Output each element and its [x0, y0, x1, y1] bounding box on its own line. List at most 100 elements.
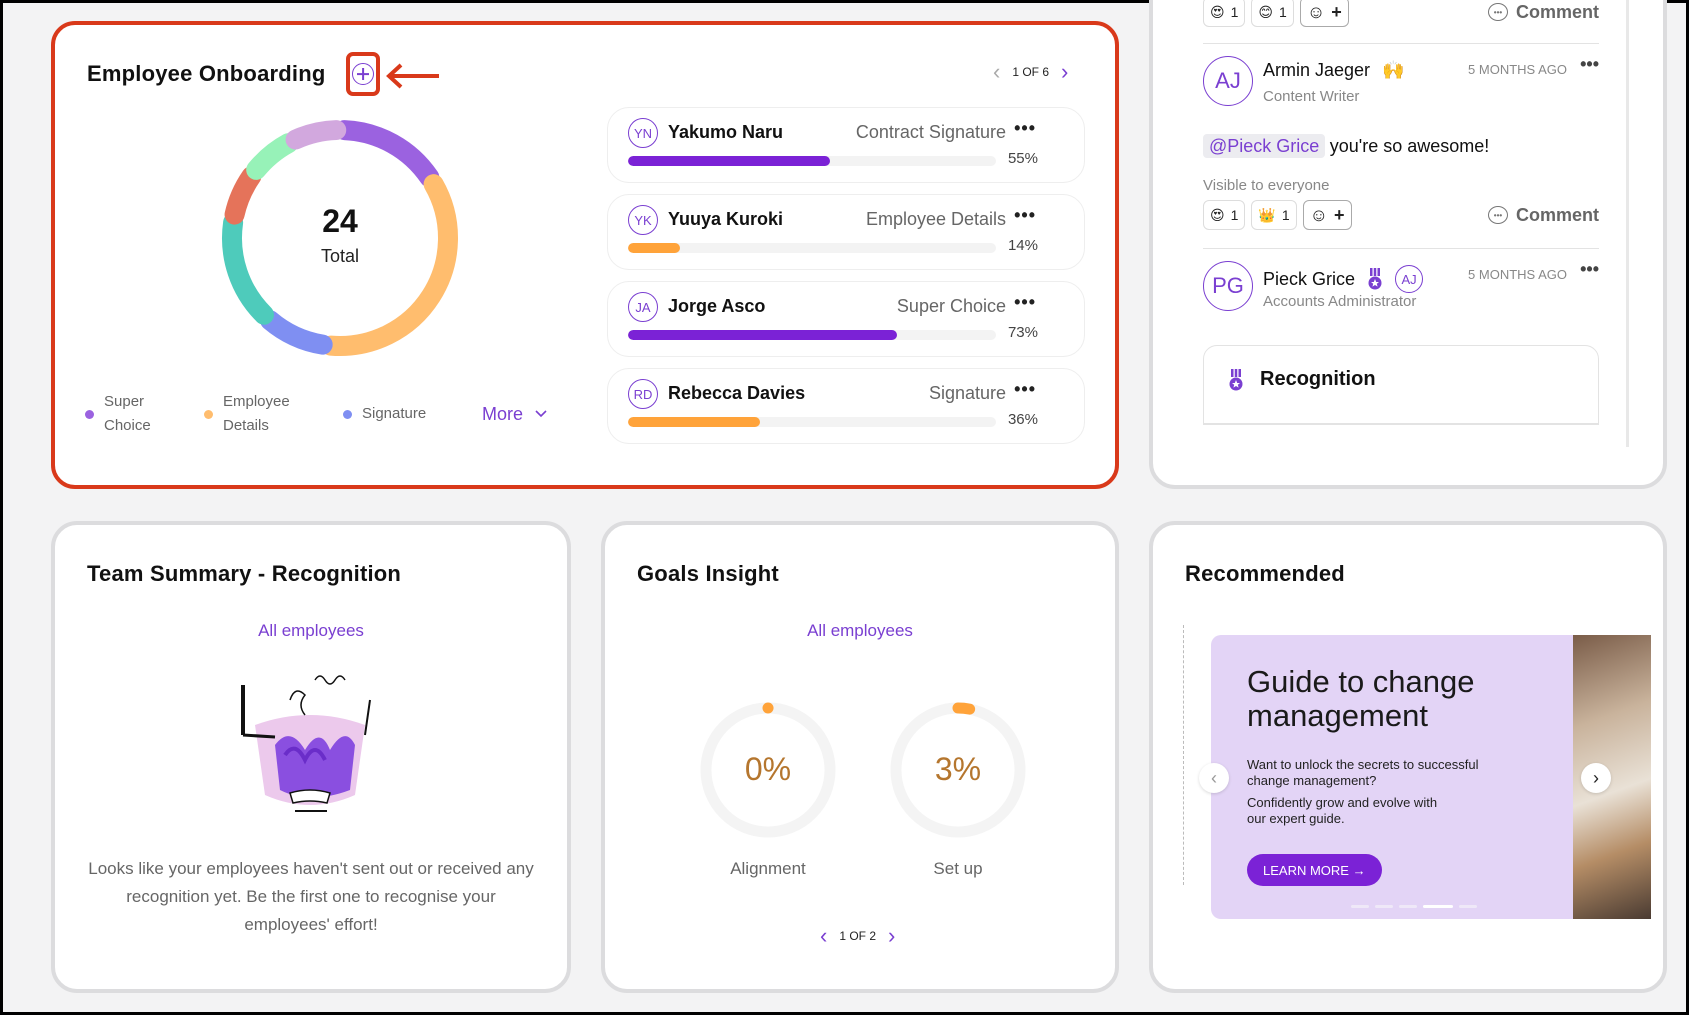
divider: [1203, 248, 1599, 249]
message-text: you're so awesome!: [1329, 136, 1490, 156]
legend-dot: [343, 409, 352, 419]
employee-onboarding-card: Employee Onboarding ‹ 1 OF 6 › 24 Total …: [51, 21, 1119, 489]
progress-fill: [628, 330, 897, 340]
donut-segment-teal-stage[interactable]: [222, 212, 274, 325]
more-options-icon[interactable]: •••: [1580, 259, 1599, 279]
reaction-button[interactable]: 😍 1: [1203, 200, 1246, 230]
legend-dot: [85, 409, 94, 419]
employee-filter-link[interactable]: All employees: [807, 621, 913, 640]
goals-pager: ‹ 1 OF 2 ›: [820, 925, 895, 947]
add-onboarding-button[interactable]: [346, 52, 380, 96]
progress-fill: [628, 156, 831, 166]
medal-icon: [1229, 369, 1243, 391]
progress-percent: 73%: [1007, 324, 1038, 341]
donut-segment-super-choice[interactable]: [334, 120, 440, 188]
gauge-progress: [952, 702, 976, 715]
comment-button[interactable]: ••• Comment: [1487, 2, 1599, 23]
carousel-prev-button[interactable]: ‹: [1199, 763, 1229, 793]
add-reaction-button[interactable]: ☺ +: [1299, 0, 1349, 27]
avatar: YN: [628, 118, 658, 148]
carousel-dot-active[interactable]: [1423, 905, 1453, 908]
alignment-value: 0%: [744, 751, 792, 787]
recipient-avatar[interactable]: AJ: [1395, 265, 1424, 293]
reactions: 😍 1 👑 1 ☺ +: [1203, 200, 1352, 230]
post-time: 5 MONTHS AGO: [1468, 62, 1567, 77]
recommended-banner[interactable]: Guide to change management Want to unloc…: [1211, 635, 1651, 919]
post-message: @Pieck Grice you're so awesome!: [1203, 134, 1599, 158]
raised-hands-icon: 🙌: [1382, 60, 1405, 80]
progress-percent: 36%: [1007, 411, 1038, 428]
progress-bar: [628, 330, 996, 340]
reactions: 😍 1 😊 1 ☺ +: [1203, 0, 1349, 27]
onboarding-title: Employee Onboarding: [87, 61, 326, 86]
carousel-dot[interactable]: [1399, 905, 1417, 908]
carousel-dot[interactable]: [1351, 905, 1369, 908]
employee-row[interactable]: YN Yakumo Naru Contract Signature ••• 55…: [607, 107, 1085, 183]
next-page-button[interactable]: ›: [1061, 59, 1069, 84]
carousel-next-button[interactable]: ›: [1581, 763, 1611, 793]
post-footer: 😍 1 👑 1 ☺ + ••• Comment: [1203, 200, 1599, 230]
add-reaction-button[interactable]: ☺ +: [1302, 200, 1352, 230]
more-options-icon[interactable]: •••: [1580, 54, 1599, 74]
more-options-icon[interactable]: •••: [1014, 379, 1036, 399]
prev-page-button[interactable]: ‹: [993, 59, 1001, 84]
prev-post-footer: 😍 1 😊 1 ☺ + ••• Comment: [1203, 0, 1599, 27]
previous-slide-edge: [1183, 625, 1185, 885]
reaction-button[interactable]: 👑 1: [1251, 200, 1297, 230]
team-summary-card: Team Summary - Recognition All employees…: [51, 521, 571, 993]
author-name[interactable]: Armin Jaeger: [1263, 60, 1371, 80]
avatar: PG: [1203, 261, 1253, 311]
legend-more-button[interactable]: More: [482, 404, 547, 425]
feed-scroll-area[interactable]: 😍 1 😊 1 ☺ + ••• Comment AJ Armin Jaeger 🙌 C…: [1203, 0, 1599, 425]
donut-segment-green-stage[interactable]: [246, 133, 299, 180]
donut-segment-employee-details[interactable]: [320, 174, 458, 356]
employee-name: Rebecca Davies: [668, 383, 806, 403]
legend-item: Super Choice: [85, 390, 164, 438]
more-options-icon[interactable]: •••: [1014, 205, 1036, 225]
mention-link[interactable]: @Pieck Grice: [1203, 134, 1326, 158]
annotation-arrow-icon: [386, 63, 439, 89]
feed-scrollbar[interactable]: [1626, 0, 1629, 447]
employee-row[interactable]: YK Yuuya Kuroki Employee Details ••• 14%: [607, 194, 1085, 270]
page-indicator: 1 OF 2: [839, 929, 877, 943]
goals-insight-card: Goals Insight All employees 0% Alignment…: [601, 521, 1119, 993]
employee-row[interactable]: RD Rebecca Davies Signature ••• 36%: [607, 368, 1085, 444]
post-author: Pieck Grice AJ: [1263, 265, 1424, 293]
donut-segment-signature[interactable]: [259, 310, 333, 355]
author-role: Content Writer: [1263, 88, 1360, 105]
recognition-illustration: [241, 675, 371, 812]
alignment-label: Alignment: [730, 859, 806, 878]
comment-label: Comment: [1515, 204, 1599, 225]
progress-bar: [628, 243, 996, 253]
employee-row[interactable]: JA Jorge Asco Super Choice ••• 73%: [607, 281, 1085, 357]
employee-name: Yakumo Naru: [668, 122, 784, 142]
empty-state-text: Looks like your employees haven't sent o…: [88, 859, 534, 934]
donut-segment-lilac-stage[interactable]: [285, 120, 347, 150]
reaction-count: 1: [1230, 207, 1239, 223]
reaction-button[interactable]: 😊 1: [1251, 0, 1294, 27]
comment-icon: •••: [1487, 3, 1508, 21]
reaction-count: 1: [1279, 4, 1287, 20]
next-page-button[interactable]: ›: [888, 923, 896, 948]
author-name[interactable]: Pieck Grice: [1263, 268, 1356, 289]
carousel-dot[interactable]: [1375, 905, 1393, 908]
prev-page-button[interactable]: ‹: [820, 923, 828, 948]
learn-more-button[interactable]: LEARN MORE →: [1247, 854, 1382, 886]
legend-label: Employee Details: [223, 393, 290, 434]
progress-percent: 55%: [1007, 150, 1038, 167]
setup-gauge: [890, 702, 1026, 838]
reaction-button[interactable]: 😍 1: [1203, 0, 1246, 27]
reaction-count: 1: [1281, 207, 1290, 223]
emoji: 😍: [1210, 3, 1225, 20]
comment-button[interactable]: ••• Comment: [1487, 204, 1599, 226]
post-header: PG Pieck Grice AJ Accounts Administrator…: [1203, 249, 1599, 333]
visibility-label: Visible to everyone: [1203, 177, 1330, 194]
carousel-dot[interactable]: [1459, 905, 1477, 908]
more-options-icon[interactable]: •••: [1014, 292, 1036, 312]
employee-filter-link[interactable]: All employees: [258, 621, 364, 640]
emoji: 😊: [1258, 3, 1274, 20]
legend-item: Employee Details: [204, 390, 303, 438]
onboarding-stage: Super Choice: [896, 296, 1006, 316]
more-options-icon[interactable]: •••: [1014, 118, 1036, 138]
setup-label: Set up: [933, 859, 983, 878]
